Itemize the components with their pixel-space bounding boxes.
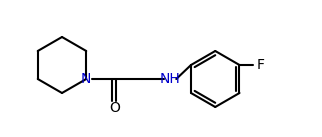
Text: F: F bbox=[257, 58, 264, 72]
Text: O: O bbox=[109, 101, 120, 115]
Text: N: N bbox=[81, 72, 91, 86]
Text: NH: NH bbox=[160, 72, 181, 86]
